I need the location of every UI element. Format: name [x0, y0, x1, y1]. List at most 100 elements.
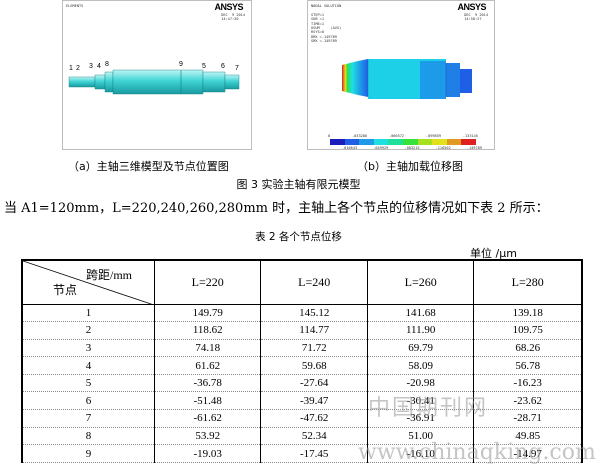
value-cell: -27.64	[260, 374, 368, 393]
value-cell: -14.97	[473, 444, 584, 463]
figure-panel-b: ANSYS NODAL SOLUTION STEP=1 SUB =1 TIME=…	[307, 0, 495, 150]
column-header: L=220	[153, 259, 261, 305]
node-label-6: 6	[221, 63, 225, 70]
value-cell: -36.91	[366, 409, 474, 428]
table-row: 8 53.92 52.34 51.00 49.85	[21, 427, 584, 446]
column-header: L=240	[260, 259, 368, 305]
legend-swatch	[461, 139, 476, 145]
color-legend	[330, 139, 476, 145]
figure-panel-a: ANSYS ELEMENTS DEC 9 2014 14:47:30 1 2 3…	[62, 0, 252, 150]
value-cell: 139.18	[473, 304, 584, 323]
legend-swatch	[373, 139, 389, 145]
value-cell: -47.62	[260, 409, 368, 428]
value-cell: -17.45	[260, 444, 368, 463]
value-cell: -39.47	[260, 391, 368, 411]
value-cell: 58.09	[366, 356, 474, 375]
value-cell: 114.77	[260, 321, 368, 340]
value-cell: -51.48	[153, 391, 261, 411]
legend-bottom-labels: .016643 .049929 .083215 .116502 .149789	[342, 146, 482, 150]
panel-b-header-right: DEC 9 2014 14:58:27	[464, 13, 488, 22]
value-cell: -61.62	[153, 409, 261, 428]
legend-label: .099859	[425, 134, 442, 138]
diagonal-header-cell: 跨距/mm 节点	[21, 259, 155, 305]
table-row: 1 149.79 145.12 141.68 139.18	[21, 304, 584, 323]
legend-swatch	[432, 139, 447, 145]
value-cell: 149.79	[153, 304, 261, 323]
legend-swatch	[388, 139, 403, 145]
table-row: 2 118.62 114.77 111.90 109.75	[21, 321, 584, 340]
legend-swatch	[446, 139, 462, 145]
value-cell: 51.00	[366, 427, 474, 446]
legend-swatch	[330, 139, 345, 145]
legend-label: .066572	[388, 134, 405, 138]
column-header: L=260	[366, 259, 474, 305]
value-cell: 74.18	[153, 339, 261, 358]
value-cell: -36.78	[153, 374, 261, 393]
table-body: 1 149.79 145.12 141.68 139.18 2 118.62 114.77 11…	[21, 304, 584, 463]
node-cell: 3	[21, 339, 155, 358]
header-span-label: 跨距/mm	[85, 268, 132, 282]
panel-a-header-left: ELEMENTS	[66, 4, 84, 8]
watermark-url: www.chinaqking.com	[358, 440, 596, 465]
caption-panel-a: （a）主轴三维模型及节点位置图	[68, 160, 229, 173]
legend-label: 0	[328, 134, 331, 138]
node-label-2: 2	[76, 65, 80, 72]
value-cell: 71.72	[260, 339, 368, 358]
value-cell: 141.68	[366, 304, 474, 323]
value-cell: 49.85	[473, 427, 584, 446]
value-cell: -28.71	[473, 409, 584, 428]
node-cell: 7	[21, 409, 155, 428]
table-row: 4 61.62 59.68 58.09 56.78	[21, 356, 584, 375]
value-cell: 59.68	[260, 356, 368, 375]
legend-top-labels: 0 .033286 .066572 .099859 .133145	[328, 134, 478, 138]
ansys-logo: ANSYS	[457, 2, 486, 12]
table-row: 6 -51.48 -39.47 -30.41 -23.62	[21, 391, 584, 411]
table-title: 表 2 各个节点位移	[255, 231, 342, 243]
node-cell: 1	[21, 304, 155, 323]
watermark-text: 中国期刊网	[368, 396, 489, 421]
node-label-5: 5	[202, 63, 206, 70]
legend-label: .116502	[435, 146, 451, 150]
spindle-3d-model	[68, 69, 240, 95]
node-label-4: 4	[97, 63, 101, 70]
table-header-row: 跨距/mm 节点 L=220 L=240 L=260 L=280	[21, 259, 584, 305]
legend-label: .149789	[466, 146, 482, 150]
body-paragraph: 当 A1=120mm，L=220,240,260,280mm 时，主轴上各个节点…	[4, 201, 549, 216]
value-cell: 68.26	[473, 339, 584, 358]
node-label-7: 7	[235, 65, 239, 72]
node-cell: 9	[21, 444, 155, 463]
table-row: 3 74.18 71.72 69.79 68.26	[21, 339, 584, 358]
displacement-table: 跨距/mm 节点 L=220 L=240 L=260 L=280 1 149.79…	[21, 259, 584, 463]
node-cell: 8	[21, 427, 155, 446]
legend-swatch	[417, 139, 433, 145]
panel-b-header-left: NODAL SOLUTION STEP=1 SUB =1 TIME=1 USUM…	[311, 4, 342, 44]
table-row: 9 -19.03 -17.45 -16.10 -14.97	[21, 444, 584, 463]
legend-swatch	[402, 139, 418, 145]
value-cell: -16.10	[366, 444, 474, 463]
node-label-9: 9	[179, 61, 183, 68]
value-cell: 145.12	[260, 304, 368, 323]
legend-label: .133145	[462, 134, 478, 138]
spindle-displacement-plot	[342, 59, 472, 99]
node-label-3: 3	[89, 63, 93, 70]
node-label-8: 8	[105, 61, 109, 68]
value-cell: 53.92	[153, 427, 261, 446]
value-cell: -16.23	[473, 374, 584, 393]
value-cell: 61.62	[153, 356, 261, 375]
node-cell: 5	[21, 374, 155, 393]
table-row: 5 -36.78 -27.64 -20.98 -16.23	[21, 374, 584, 393]
value-cell: 69.79	[366, 339, 474, 358]
caption-panel-b: （b）主轴加载位移图	[357, 160, 463, 173]
value-cell: 109.75	[473, 321, 584, 340]
value-cell: 52.34	[260, 427, 368, 446]
node-label-1: 1	[69, 65, 73, 72]
header-node-label: 节点	[53, 282, 78, 297]
diagonal-line	[23, 261, 154, 305]
node-cell: 2	[21, 321, 155, 340]
legend-swatch	[344, 139, 360, 145]
value-cell: -30.41	[366, 391, 474, 411]
value-cell: 118.62	[153, 321, 261, 340]
table-row: 7 -61.62 -47.62 -36.91 -28.71	[21, 409, 584, 428]
legend-swatch	[359, 139, 374, 145]
table-unit: 单位 /μm	[470, 247, 517, 260]
